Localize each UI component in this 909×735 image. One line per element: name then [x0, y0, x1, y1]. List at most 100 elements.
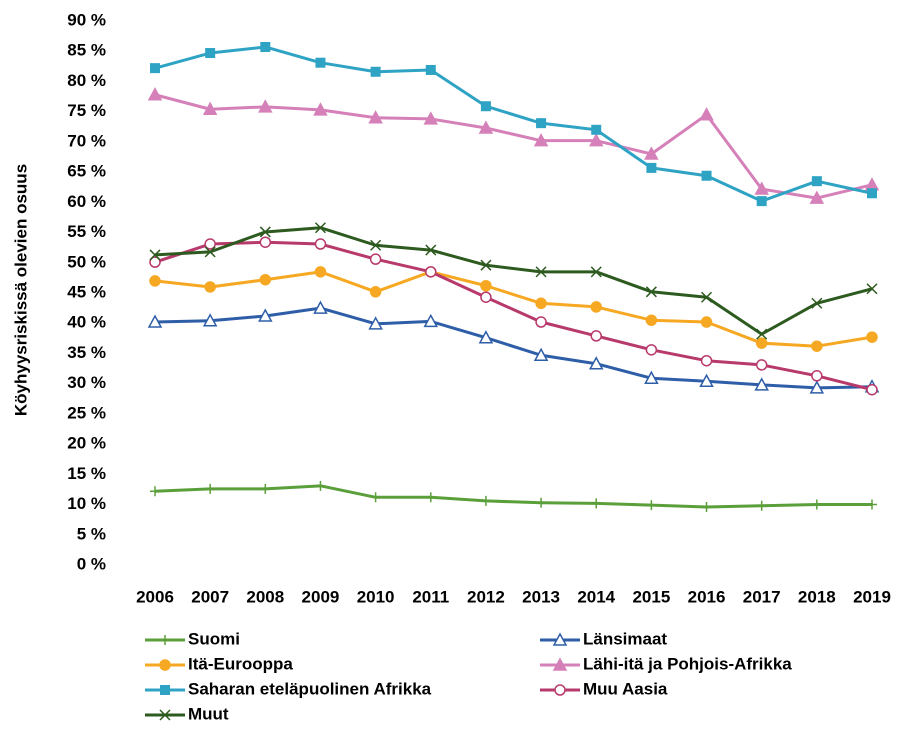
x-tick-label: 2016: [688, 587, 726, 606]
y-tick-label: 10 %: [67, 494, 106, 513]
data-point: [480, 495, 491, 506]
x-tick-label: 2014: [577, 587, 615, 606]
data-point: [480, 259, 492, 271]
data-point: [866, 383, 878, 396]
data-point: [867, 499, 877, 510]
data-point: [478, 120, 494, 134]
y-tick-label: 45 %: [67, 282, 106, 301]
legend-item: Muut: [145, 704, 229, 723]
legend-item: Itä-Eurooppa: [145, 654, 293, 673]
legend-marker: [552, 657, 568, 671]
y-tick-label: 55 %: [67, 222, 106, 241]
data-point: [150, 63, 160, 74]
data-point: [147, 87, 163, 101]
data-point: [867, 188, 877, 199]
y-axis-label: Köyhyysriskissä olevien osuus: [11, 164, 30, 416]
data-point: [480, 291, 492, 303]
x-tick-label: 2007: [191, 587, 229, 606]
data-point: [535, 266, 547, 278]
data-point: [260, 483, 271, 494]
data-point: [811, 370, 823, 382]
legend-item: Saharan eteläpuolinen Afrikka: [145, 679, 432, 698]
y-tick-label: 70 %: [67, 131, 106, 150]
y-tick-label: 65 %: [67, 162, 106, 181]
data-point: [535, 297, 547, 310]
data-point: [205, 48, 216, 59]
legend-item: Suomi: [145, 629, 240, 648]
data-point: [423, 313, 439, 328]
data-point: [809, 190, 825, 204]
data-point: [809, 380, 825, 394]
data-point: [756, 196, 767, 207]
data-point: [645, 344, 658, 356]
data-point: [313, 102, 328, 116]
data-point: [590, 301, 602, 313]
data-point: [202, 313, 218, 327]
data-point: [591, 498, 602, 509]
series-line: [154, 226, 873, 336]
legend-item: Länsimaat: [540, 629, 667, 648]
data-point: [701, 291, 713, 303]
data-point: [590, 266, 602, 278]
legend-marker: [554, 684, 566, 696]
data-point: [149, 275, 161, 287]
legend-label: Saharan eteläpuolinen Afrikka: [188, 679, 432, 698]
data-point: [644, 146, 659, 160]
data-point: [811, 297, 823, 309]
data-point: [314, 222, 326, 234]
data-point: [258, 308, 273, 322]
data-point: [314, 238, 327, 250]
data-point: [755, 359, 768, 371]
data-point: [644, 370, 659, 384]
series-line: [154, 45, 873, 203]
data-point: [425, 244, 437, 256]
data-point: [646, 162, 657, 173]
data-point: [204, 281, 216, 293]
data-point: [866, 283, 878, 295]
data-point: [811, 340, 823, 352]
x-tick-label: 2018: [798, 587, 836, 606]
data-point: [755, 337, 768, 349]
data-point: [368, 316, 383, 330]
data-point: [204, 238, 216, 250]
data-point: [425, 492, 436, 503]
data-point: [423, 111, 439, 125]
data-point: [533, 133, 549, 147]
x-tick-label: 2013: [522, 587, 560, 606]
legend-label: Lähi-itä ja Pohjois-Afrikka: [583, 654, 792, 673]
data-point: [811, 499, 822, 510]
data-point: [205, 483, 216, 494]
y-tick-label: 85 %: [67, 41, 106, 60]
data-point: [588, 133, 604, 147]
data-point: [259, 226, 271, 238]
data-point: [701, 501, 712, 512]
data-point: [480, 279, 492, 292]
x-tick-label: 2009: [302, 587, 340, 606]
data-point: [204, 246, 216, 258]
y-tick-label: 5 %: [77, 524, 106, 543]
y-tick-label: 30 %: [67, 373, 106, 392]
y-tick-label: 60 %: [67, 192, 106, 211]
data-point: [754, 377, 769, 391]
data-point: [756, 328, 768, 340]
x-tick-label: 2011: [412, 587, 449, 606]
data-point: [425, 266, 437, 278]
data-point: [425, 64, 436, 75]
legend-marker: [159, 659, 171, 671]
legend-label: Länsimaat: [583, 629, 667, 648]
data-point: [370, 239, 382, 251]
data-point: [258, 99, 273, 113]
legend-marker: [159, 709, 171, 721]
data-point: [368, 110, 383, 124]
data-point: [699, 373, 714, 387]
legend-marker: [160, 685, 170, 695]
x-tick-label: 2019: [853, 587, 891, 606]
series-line: [154, 270, 873, 348]
data-point: [536, 118, 547, 129]
legend-item: Muu Aasia: [540, 679, 668, 698]
y-tick-label: 90 %: [67, 10, 106, 29]
x-tick-label: 2017: [743, 587, 781, 606]
data-point: [866, 331, 878, 343]
data-point: [588, 356, 604, 370]
